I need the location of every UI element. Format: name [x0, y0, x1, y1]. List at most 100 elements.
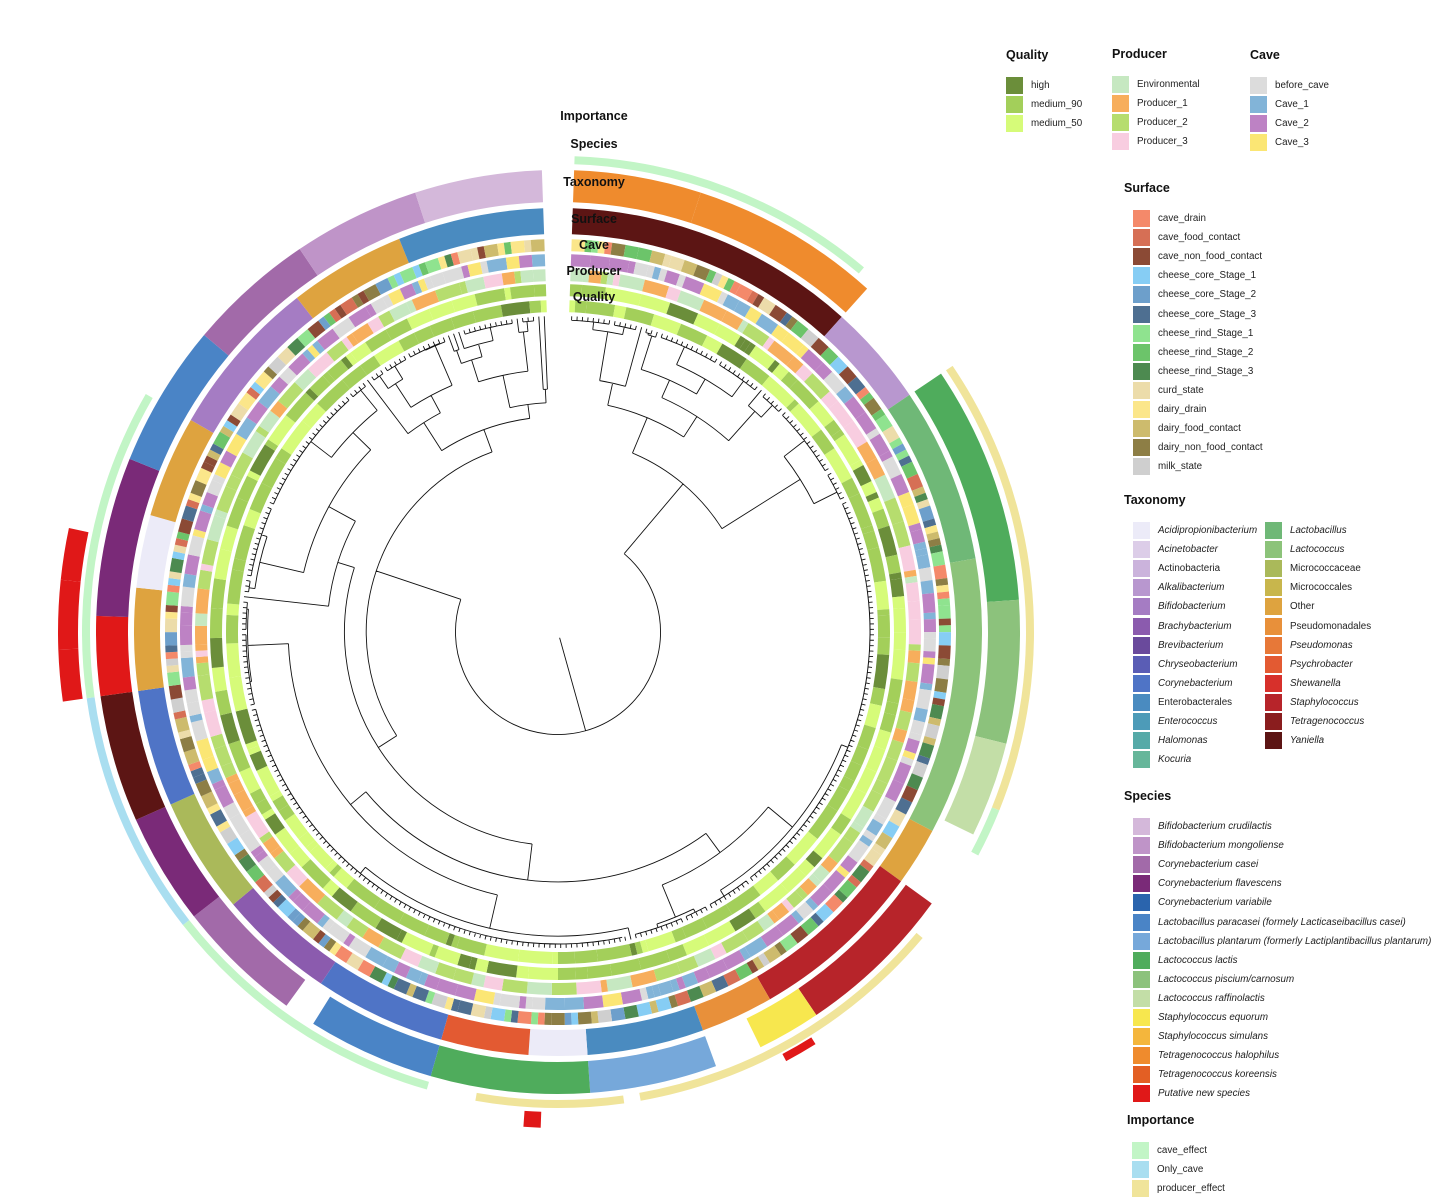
- ring-segment: [200, 563, 214, 572]
- ring-segment: [249, 444, 276, 476]
- ring-segment: [758, 297, 776, 315]
- ring-segment: [201, 698, 216, 713]
- ring-segment: [862, 829, 877, 842]
- ring-segment: [571, 1012, 579, 1025]
- ring-segment: [723, 277, 735, 292]
- putative-new-species-mark: [523, 1110, 542, 1128]
- ring-segment: [284, 813, 308, 840]
- ring-segment: [874, 729, 892, 750]
- ring-segment: [649, 250, 666, 266]
- ring-segment: [526, 981, 552, 995]
- ring-segment: [174, 538, 189, 548]
- ring-segment: [892, 443, 907, 456]
- ring-segment: [327, 359, 349, 381]
- ring-segment: [270, 376, 289, 395]
- ring-segment: [195, 588, 210, 614]
- ring-segment: [875, 414, 893, 433]
- legend-item: medium_90: [1006, 95, 1082, 114]
- ring-segment: [178, 518, 194, 535]
- ring-segment: [365, 946, 388, 967]
- importance-segment: [81, 394, 153, 699]
- ring-segment: [437, 255, 448, 270]
- ring-segment: [744, 342, 756, 356]
- legend-label: Putative new species: [1158, 1088, 1251, 1100]
- ring-segment: [254, 371, 273, 390]
- legend-swatch: [1265, 598, 1282, 616]
- ring-segment: [530, 239, 545, 252]
- ring-segment: [334, 945, 353, 963]
- ring-labels: Importance Species Taxonomy Surface Cave…: [560, 109, 627, 304]
- legend-label: medium_90: [1031, 99, 1083, 111]
- legend-item: Brachybacterium: [1133, 616, 1257, 635]
- ring-segment: [180, 586, 195, 607]
- taxonomy-segment: [757, 865, 902, 1000]
- ring-segment: [165, 645, 178, 653]
- legend-label: Chryseobacterium: [1158, 658, 1238, 670]
- species-segment: [193, 896, 306, 1006]
- ring-segment: [266, 865, 285, 883]
- ring-segment: [211, 779, 226, 791]
- ring-segment: [633, 262, 649, 277]
- ring-segment: [363, 284, 381, 302]
- ring-segment: [167, 671, 181, 687]
- legend-label: Micrococcaceae: [1290, 563, 1361, 575]
- ring-segment: [317, 894, 344, 920]
- ring-segment: [752, 294, 765, 308]
- ring-segment: [831, 813, 852, 835]
- ring-segment: [167, 584, 180, 593]
- ring-segment: [201, 539, 219, 566]
- legend-label: Enterococcus: [1158, 715, 1218, 727]
- ring-segment: [800, 917, 819, 936]
- legend-label: Corynebacterium casei: [1158, 859, 1259, 871]
- ring-segment: [312, 340, 325, 354]
- ring-segment: [288, 353, 311, 376]
- ring-segment: [629, 942, 638, 956]
- ring-segment: [261, 808, 276, 820]
- species-segment: [746, 988, 817, 1048]
- ring-segment: [863, 397, 882, 416]
- ring-segment: [214, 745, 233, 767]
- ring-segment: [305, 388, 319, 401]
- legend-item: Lactococcus: [1265, 540, 1371, 559]
- ring-segment: [791, 910, 804, 924]
- ring-segment: [275, 827, 299, 854]
- ring-segment: [165, 651, 178, 660]
- ring-segment: [516, 965, 530, 979]
- legend-label: Cave_2: [1275, 118, 1309, 130]
- ring-segment: [229, 676, 248, 712]
- ring-segment: [226, 603, 240, 616]
- ring-segment: [796, 344, 809, 359]
- ring-segment: [890, 649, 906, 680]
- ring-segment: [889, 572, 902, 581]
- ring-segment: [245, 811, 270, 839]
- ring-segment: [464, 276, 486, 293]
- ring-segment: [814, 362, 833, 381]
- legend-label: Psychrobacter: [1290, 658, 1353, 670]
- legend-label: cheese_rind_Stage_3: [1158, 365, 1254, 377]
- legend-label: Corynebacterium: [1158, 677, 1233, 689]
- legend-label: Staphylococcus equorum: [1158, 1011, 1269, 1023]
- ring-segment: [362, 927, 385, 948]
- ring-segment: [906, 473, 924, 491]
- ring-segment: [533, 284, 547, 297]
- legend-item: Environmental: [1112, 75, 1200, 94]
- ring-segment: [195, 779, 212, 797]
- ring-segment: [329, 941, 342, 956]
- species-segment: [135, 806, 220, 917]
- ring-segment: [653, 962, 681, 982]
- legend-label: cheese_rind_Stage_2: [1158, 346, 1254, 358]
- legend-swatch: [1112, 133, 1129, 151]
- ring-segment: [374, 340, 405, 366]
- ring-segment: [795, 886, 808, 900]
- ring-segment: [838, 879, 857, 898]
- legend-swatch: [1133, 522, 1150, 540]
- ring-segment: [417, 971, 429, 986]
- ring-segment: [852, 465, 872, 487]
- ring-segment: [918, 505, 935, 522]
- ring-segment: [393, 272, 405, 286]
- ring-segment: [195, 467, 212, 485]
- ring-segment: [848, 493, 873, 529]
- ring-segment: [277, 347, 296, 366]
- ring-segment: [938, 625, 951, 633]
- legend-label: cheese_rind_Stage_1: [1158, 327, 1254, 339]
